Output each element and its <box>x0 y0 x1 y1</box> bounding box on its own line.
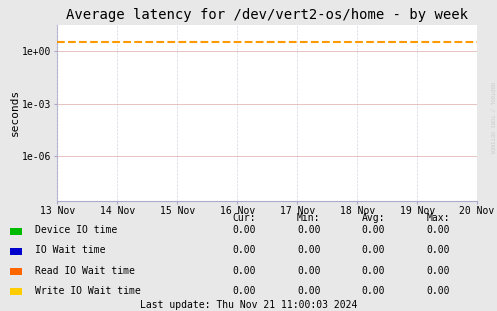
Text: Avg:: Avg: <box>362 213 385 223</box>
Text: Device IO time: Device IO time <box>35 225 117 235</box>
Text: Read IO Wait time: Read IO Wait time <box>35 266 135 276</box>
Text: 0.00: 0.00 <box>426 266 450 276</box>
Y-axis label: seconds: seconds <box>9 89 19 136</box>
Text: 0.00: 0.00 <box>362 266 385 276</box>
Text: Last update: Thu Nov 21 11:00:03 2024: Last update: Thu Nov 21 11:00:03 2024 <box>140 300 357 310</box>
Text: 0.00: 0.00 <box>362 225 385 235</box>
Text: 0.00: 0.00 <box>426 286 450 296</box>
Text: Write IO Wait time: Write IO Wait time <box>35 286 141 296</box>
Text: IO Wait time: IO Wait time <box>35 245 105 255</box>
Text: 0.00: 0.00 <box>362 286 385 296</box>
Text: Max:: Max: <box>426 213 450 223</box>
Text: RRDTOOL / TOBI OETIKER: RRDTOOL / TOBI OETIKER <box>490 82 495 154</box>
Text: Cur:: Cur: <box>233 213 256 223</box>
Text: 0.00: 0.00 <box>233 245 256 255</box>
Text: Min:: Min: <box>297 213 321 223</box>
Title: Average latency for /dev/vert2-os/home - by week: Average latency for /dev/vert2-os/home -… <box>66 8 468 22</box>
Text: 0.00: 0.00 <box>297 225 321 235</box>
Text: 0.00: 0.00 <box>426 225 450 235</box>
Text: 0.00: 0.00 <box>233 266 256 276</box>
Text: 0.00: 0.00 <box>297 286 321 296</box>
Text: 0.00: 0.00 <box>233 225 256 235</box>
Text: 0.00: 0.00 <box>362 245 385 255</box>
Text: 0.00: 0.00 <box>426 245 450 255</box>
Text: 0.00: 0.00 <box>297 245 321 255</box>
Text: 0.00: 0.00 <box>233 286 256 296</box>
Text: 0.00: 0.00 <box>297 266 321 276</box>
